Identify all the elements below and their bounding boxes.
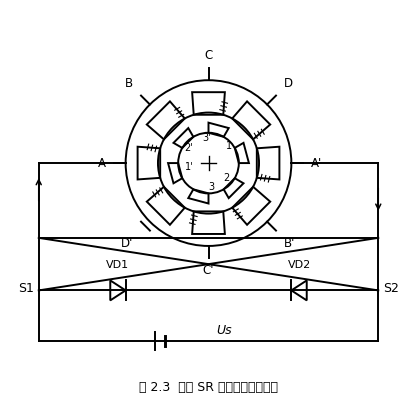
Text: S2: S2 <box>383 282 399 295</box>
Text: 3': 3' <box>202 133 211 143</box>
Text: Us: Us <box>216 324 232 337</box>
Text: D': D' <box>121 236 133 249</box>
Text: D: D <box>284 77 293 90</box>
Text: B: B <box>125 77 133 90</box>
Text: 2: 2 <box>224 173 230 184</box>
Text: S1: S1 <box>18 282 34 295</box>
Text: B': B' <box>284 236 296 249</box>
Text: 1': 1' <box>185 162 193 172</box>
Text: 1: 1 <box>226 141 232 151</box>
Text: A: A <box>98 157 106 170</box>
Text: VD1: VD1 <box>106 260 130 270</box>
Text: C: C <box>204 49 213 62</box>
Text: C': C' <box>203 264 214 277</box>
Text: 2': 2' <box>184 143 193 153</box>
Text: 图 2.3  四相 SR 电动机运行原理图: 图 2.3 四相 SR 电动机运行原理图 <box>139 381 278 394</box>
Text: A': A' <box>311 157 322 170</box>
Text: VD2: VD2 <box>287 260 311 270</box>
Text: 3: 3 <box>208 182 215 193</box>
